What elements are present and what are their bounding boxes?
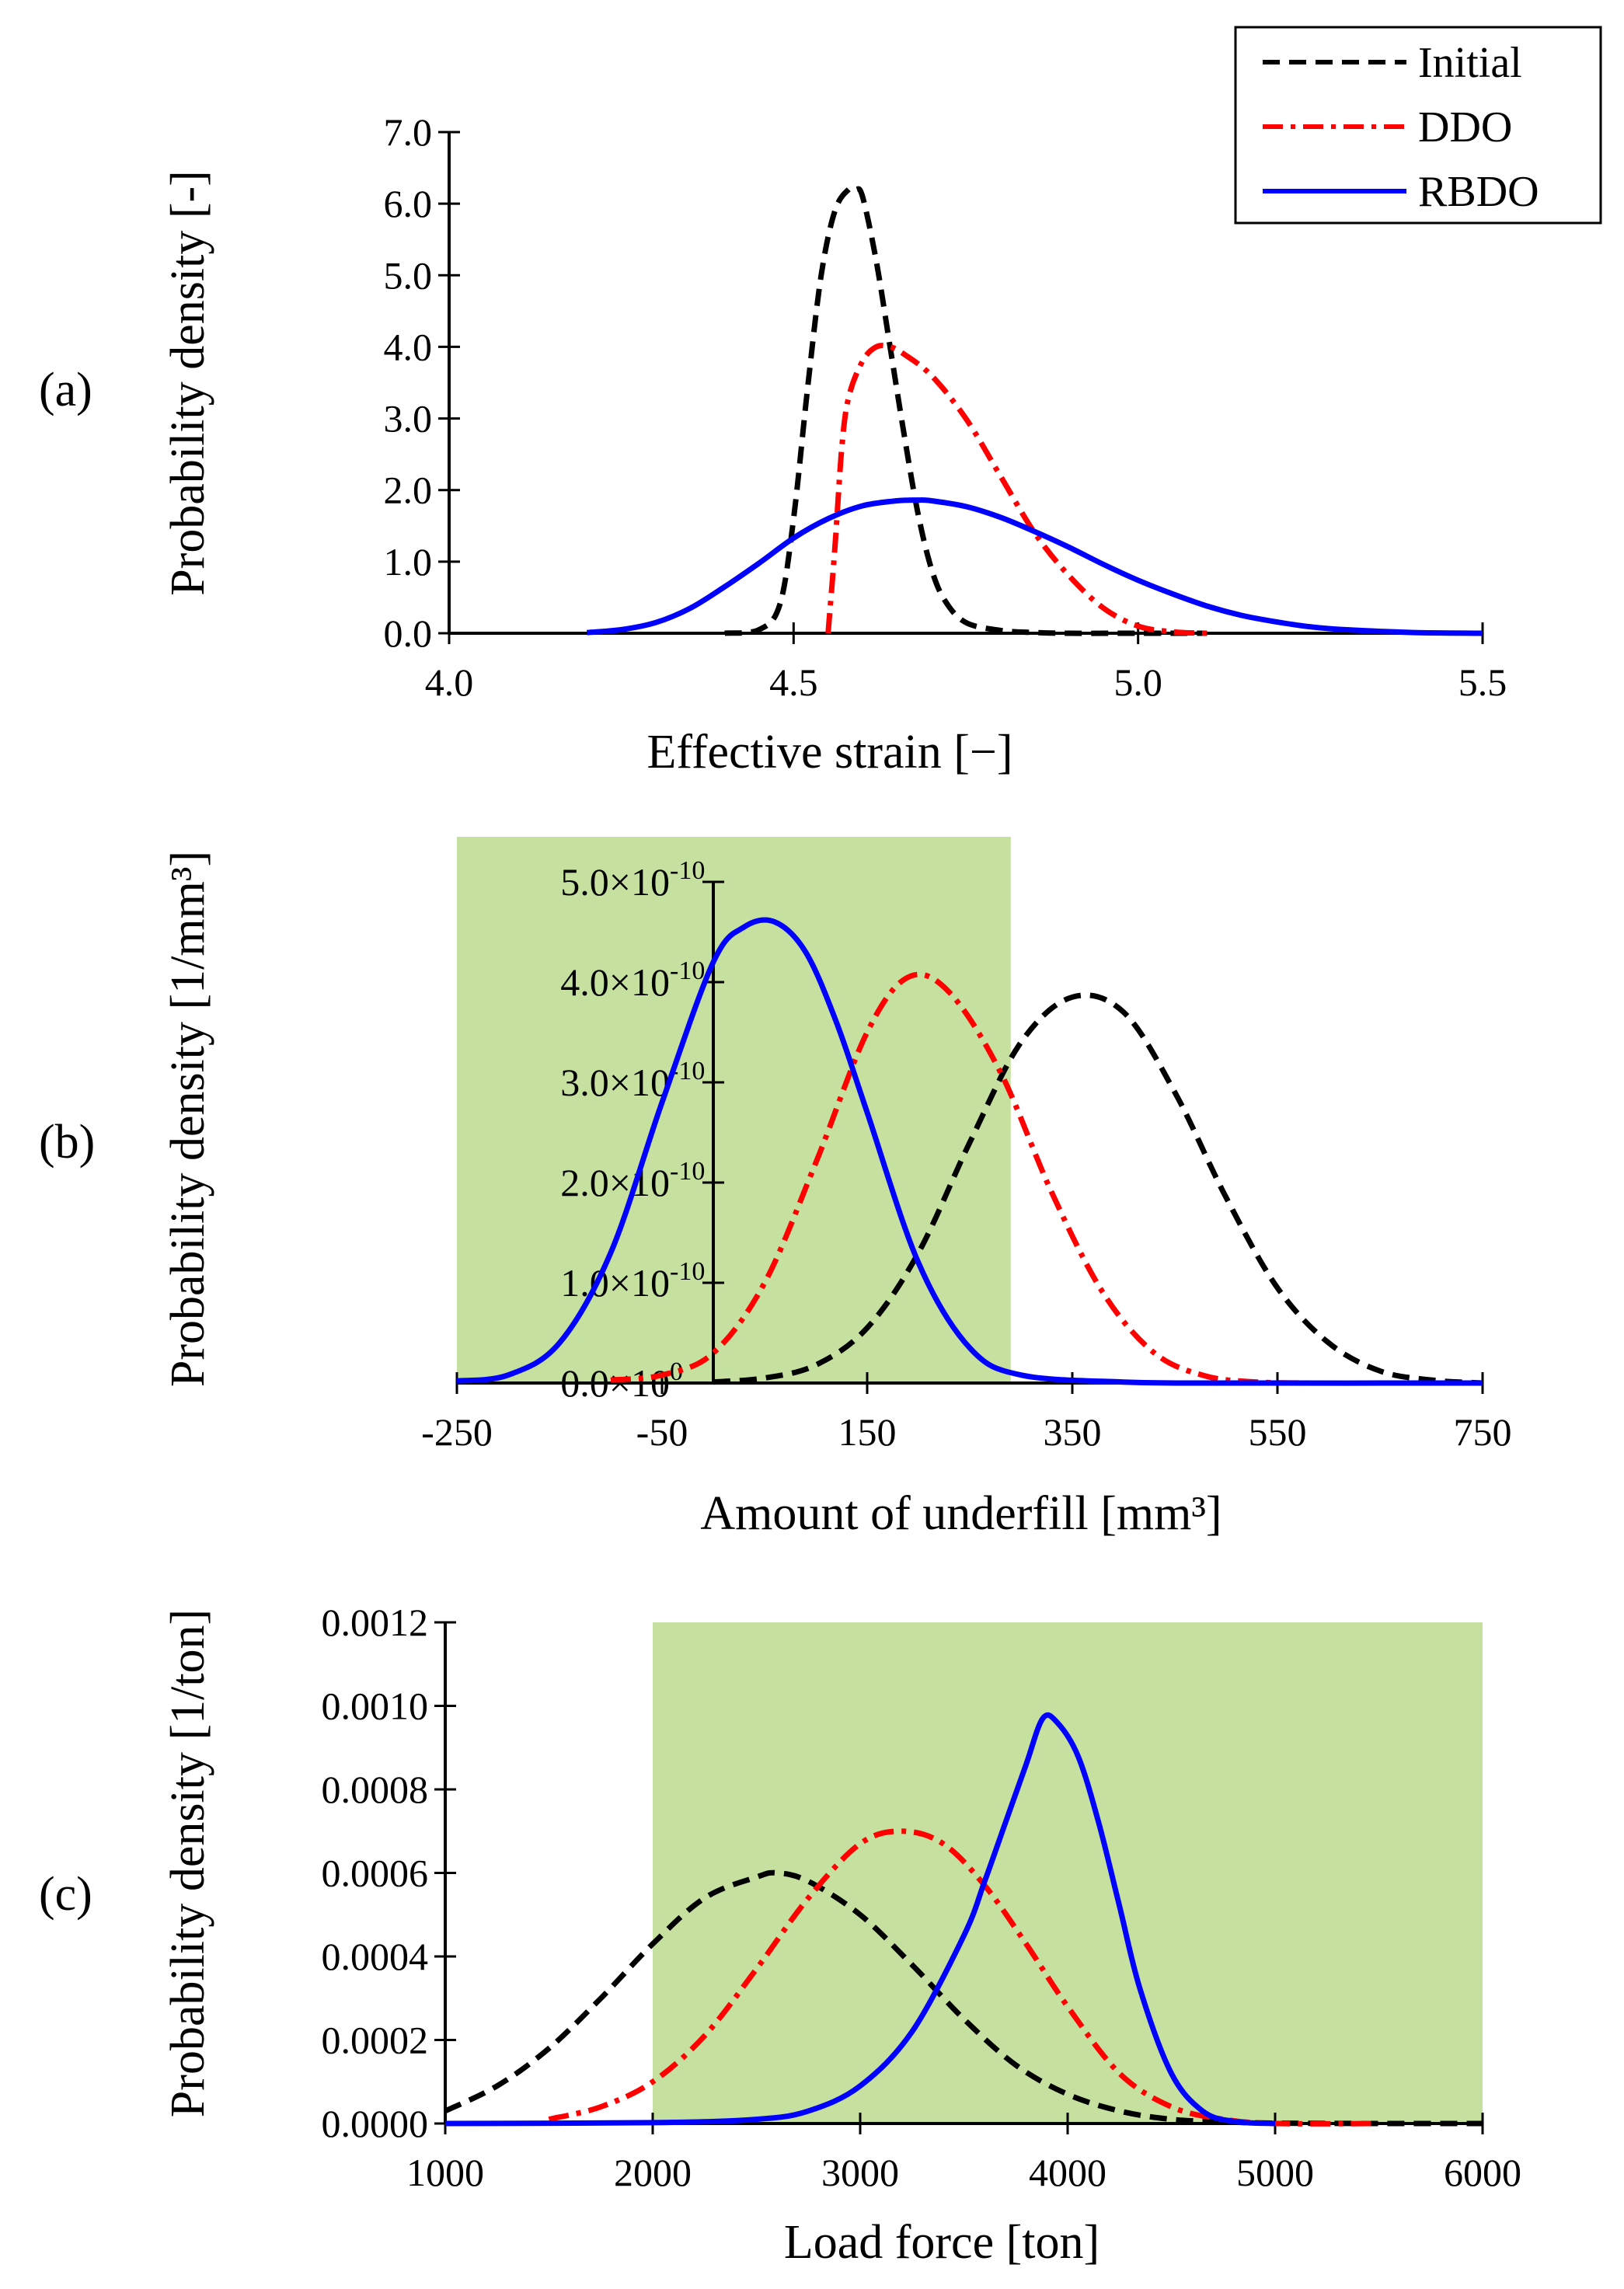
y-tick-label: 2.0 (384, 469, 433, 512)
panel-c-ylabel: Probability density [1/ton] (162, 1609, 214, 2117)
y-tick-exponent: 0 (670, 1357, 683, 1386)
legend-label-rbdo: RBDO (1418, 168, 1539, 216)
x-tick-label: 4.0 (425, 660, 474, 704)
y-tick-label: 0.0002 (322, 2019, 429, 2062)
x-tick-label: 5000 (1236, 2151, 1314, 2194)
y-tick-label: 1.0×10 (560, 1261, 670, 1305)
y-tick-label: 4.0 (384, 325, 433, 368)
panel-a: (a) 0.0 1.0 2.0 3.0 4.0 5.0 6.0 7.0 4.0 4.5 5.0 5.… (39, 110, 1507, 779)
y-tick-label: 0.0 (384, 611, 433, 655)
y-tick-exponent: -10 (670, 856, 705, 885)
y-tick-label: 3.0×10 (560, 1061, 670, 1104)
series-line-rbdo (587, 497, 1483, 636)
y-tick-label: 0.0012 (322, 1601, 429, 1644)
series-line-ddo (825, 343, 1208, 636)
x-tick-label: 4000 (1029, 2151, 1106, 2194)
x-tick-label: 750 (1454, 1410, 1512, 1454)
y-tick-exponent: -10 (670, 956, 705, 985)
x-tick-label: 4.5 (769, 660, 818, 704)
y-tick-label: 0.0010 (322, 1685, 429, 1728)
y-tick-label: 5.0×10 (560, 860, 670, 904)
panel-b-ylabel: Probability density [1/mm³] (162, 851, 214, 1387)
panel-b: (b) 0.0×10 01.0×10 -102.0×10 -103.0×10 -104.… (39, 837, 1512, 1540)
y-tick-label: 1.0 (384, 540, 433, 584)
x-tick-label: -50 (636, 1410, 688, 1454)
series-line-rbdo (444, 1712, 1276, 2127)
x-tick-label: 5.5 (1458, 660, 1507, 704)
series-line-rbdo (456, 917, 1483, 1386)
panel-a-ylabel: Probability density [-] (162, 170, 214, 596)
x-tick-label: 2000 (614, 2151, 692, 2194)
y-tick-label: 7.0 (384, 110, 433, 154)
y-tick-label: 0.0008 (322, 1768, 429, 1811)
y-tick-label: 6.0 (384, 182, 433, 225)
panel-b-tag: (b) (39, 1116, 95, 1169)
feasible-region (653, 1622, 1483, 2124)
x-tick-label: 3000 (821, 2151, 899, 2194)
y-tick-exponent: -10 (670, 1157, 705, 1186)
feasible-region (457, 837, 1011, 1383)
panel-c: (c) 0.0000 0.0002 0.0004 0.0006 0.0008 0.0010… (39, 1601, 1521, 2269)
x-tick-label: 350 (1044, 1410, 1102, 1454)
series-line-initial (713, 992, 1483, 1386)
y-tick-exponent: -10 (670, 1257, 705, 1286)
legend: Initial DDO RBDO (1234, 26, 1602, 225)
series-line-ddo (610, 971, 1309, 1386)
x-tick-label: 1000 (406, 2151, 484, 2194)
x-tick-label: 5.0 (1113, 660, 1162, 704)
series-line-ddo (548, 1828, 1379, 2127)
y-tick-label: 2.0×10 (560, 1161, 670, 1204)
x-tick-label: 550 (1249, 1410, 1307, 1454)
legend-label-ddo: DDO (1418, 103, 1512, 152)
y-tick-label: 0.0004 (322, 1935, 429, 1978)
y-tick-label: 0.0000 (322, 2102, 429, 2145)
panel-a-xlabel: Effective strain [−] (646, 726, 1012, 779)
y-tick-label: 4.0×10 (560, 960, 670, 1004)
x-tick-label: -250 (421, 1410, 493, 1454)
y-tick-label: 0.0006 (322, 1852, 429, 1895)
panel-b-xlabel: Amount of underfill [mm³] (700, 1487, 1221, 1540)
y-tick-label: 3.0 (384, 397, 433, 441)
panel-c-tag: (c) (39, 1868, 92, 1921)
x-tick-label: 150 (838, 1410, 897, 1454)
legend-label-initial: Initial (1418, 39, 1522, 87)
x-tick-label: 6000 (1444, 2151, 1521, 2194)
series-line-initial (724, 184, 1208, 636)
panel-a-tag: (a) (39, 364, 92, 416)
panel-c-xlabel: Load force [ton] (784, 2216, 1100, 2269)
y-tick-label: 5.0 (384, 253, 433, 297)
